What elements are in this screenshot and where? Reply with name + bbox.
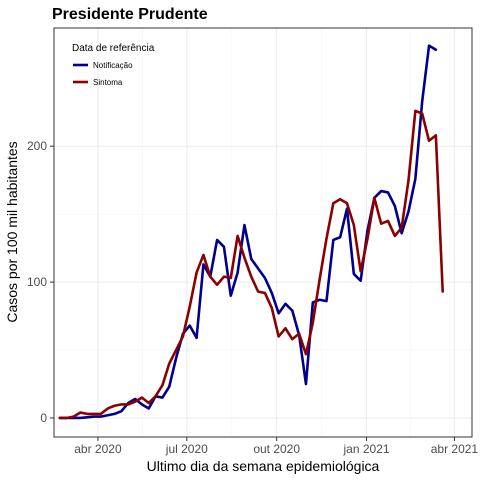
panel-border (53, 27, 473, 438)
x-tick-label: jan 2021 (342, 442, 389, 456)
x-tick-label: abr 2021 (431, 442, 479, 456)
chart-title: Presidente Prudente (52, 6, 208, 23)
x-axis-title: Ultimo dia da semana epidemiológica (147, 458, 380, 474)
x-tick-label: out 2020 (253, 442, 300, 456)
series-line (58, 109, 444, 420)
x-tick-label: abr 2020 (74, 442, 122, 456)
y-tick-label: 0 (40, 411, 47, 425)
series-lines (58, 44, 444, 420)
legend-title: Data de referência (72, 43, 155, 54)
legend-label: Notificação (93, 61, 133, 70)
x-tick-label: jul 2020 (165, 442, 208, 456)
plot-panel (54, 28, 472, 437)
y-axis-title: Casos por 100 mil habitantes (4, 141, 20, 322)
legend-label: Sintoma (93, 78, 123, 87)
legend: Data de referência Notificação Sintoma (72, 43, 155, 87)
axis-ticks: 0 100 200 abr 2020 jul 2020 out 2020 jan 2021 a… (27, 139, 478, 456)
y-tick-label: 100 (27, 275, 47, 289)
y-tick-label: 200 (27, 139, 47, 153)
